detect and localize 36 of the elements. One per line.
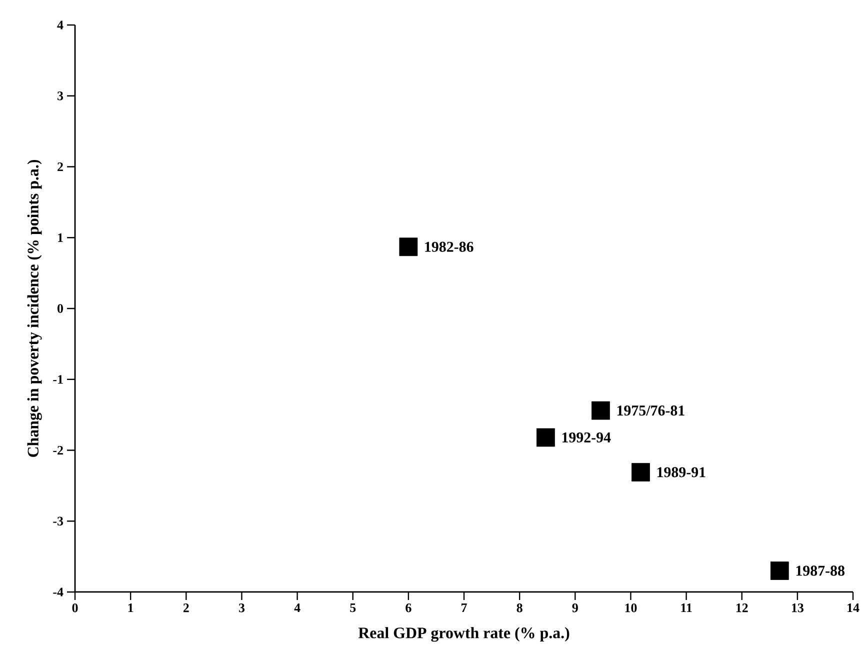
x-tick-label: 14 [848, 604, 860, 612]
x-tick-label: 7 [462, 604, 467, 612]
x-tick-label: 1 [128, 604, 134, 612]
y-tick-label: 1 [58, 233, 63, 242]
annotation: 1992-94 [562, 432, 611, 442]
x-tick-label: 9 [572, 604, 578, 612]
y-tick-label: 0 [58, 304, 63, 313]
point [632, 463, 650, 482]
point [592, 401, 610, 420]
annotation: 1975/76-81 [617, 406, 684, 416]
x-tick-label: 0 [72, 604, 78, 612]
y-tick-label: -1 [53, 375, 63, 384]
x-tick-label: 11 [681, 604, 692, 612]
point [770, 562, 789, 580]
x-tick-label: 12 [736, 604, 748, 612]
y-tick-label: -2 [53, 446, 63, 455]
y-axis-title: Change in poverty incidence (% points p.a.) [27, 160, 42, 457]
x-tick-label: 6 [406, 604, 412, 612]
x-tick-label: 13 [792, 604, 804, 612]
y-tick-label: -4 [53, 588, 64, 596]
point [536, 428, 555, 447]
x-tick-label: 5 [350, 604, 356, 612]
x-axis-title: Real GDP growth rate (% p.a.) [358, 627, 570, 642]
x-tick-label: 2 [183, 604, 189, 612]
point [399, 238, 418, 256]
annotation: 1987-88 [796, 566, 844, 576]
x-tick-label: 8 [516, 604, 522, 612]
y-tick-label: -3 [53, 516, 64, 526]
x-tick-label: 3 [238, 604, 245, 612]
annotation: 1989-91 [657, 467, 706, 478]
x-tick-label: 4 [294, 604, 300, 612]
annotation: 1982-86 [425, 242, 474, 252]
x-tick-label: 10 [625, 604, 637, 612]
y-tick-label: 3 [58, 92, 64, 100]
y-tick-label: 2 [58, 162, 63, 172]
y-tick-label: 4 [57, 20, 64, 30]
